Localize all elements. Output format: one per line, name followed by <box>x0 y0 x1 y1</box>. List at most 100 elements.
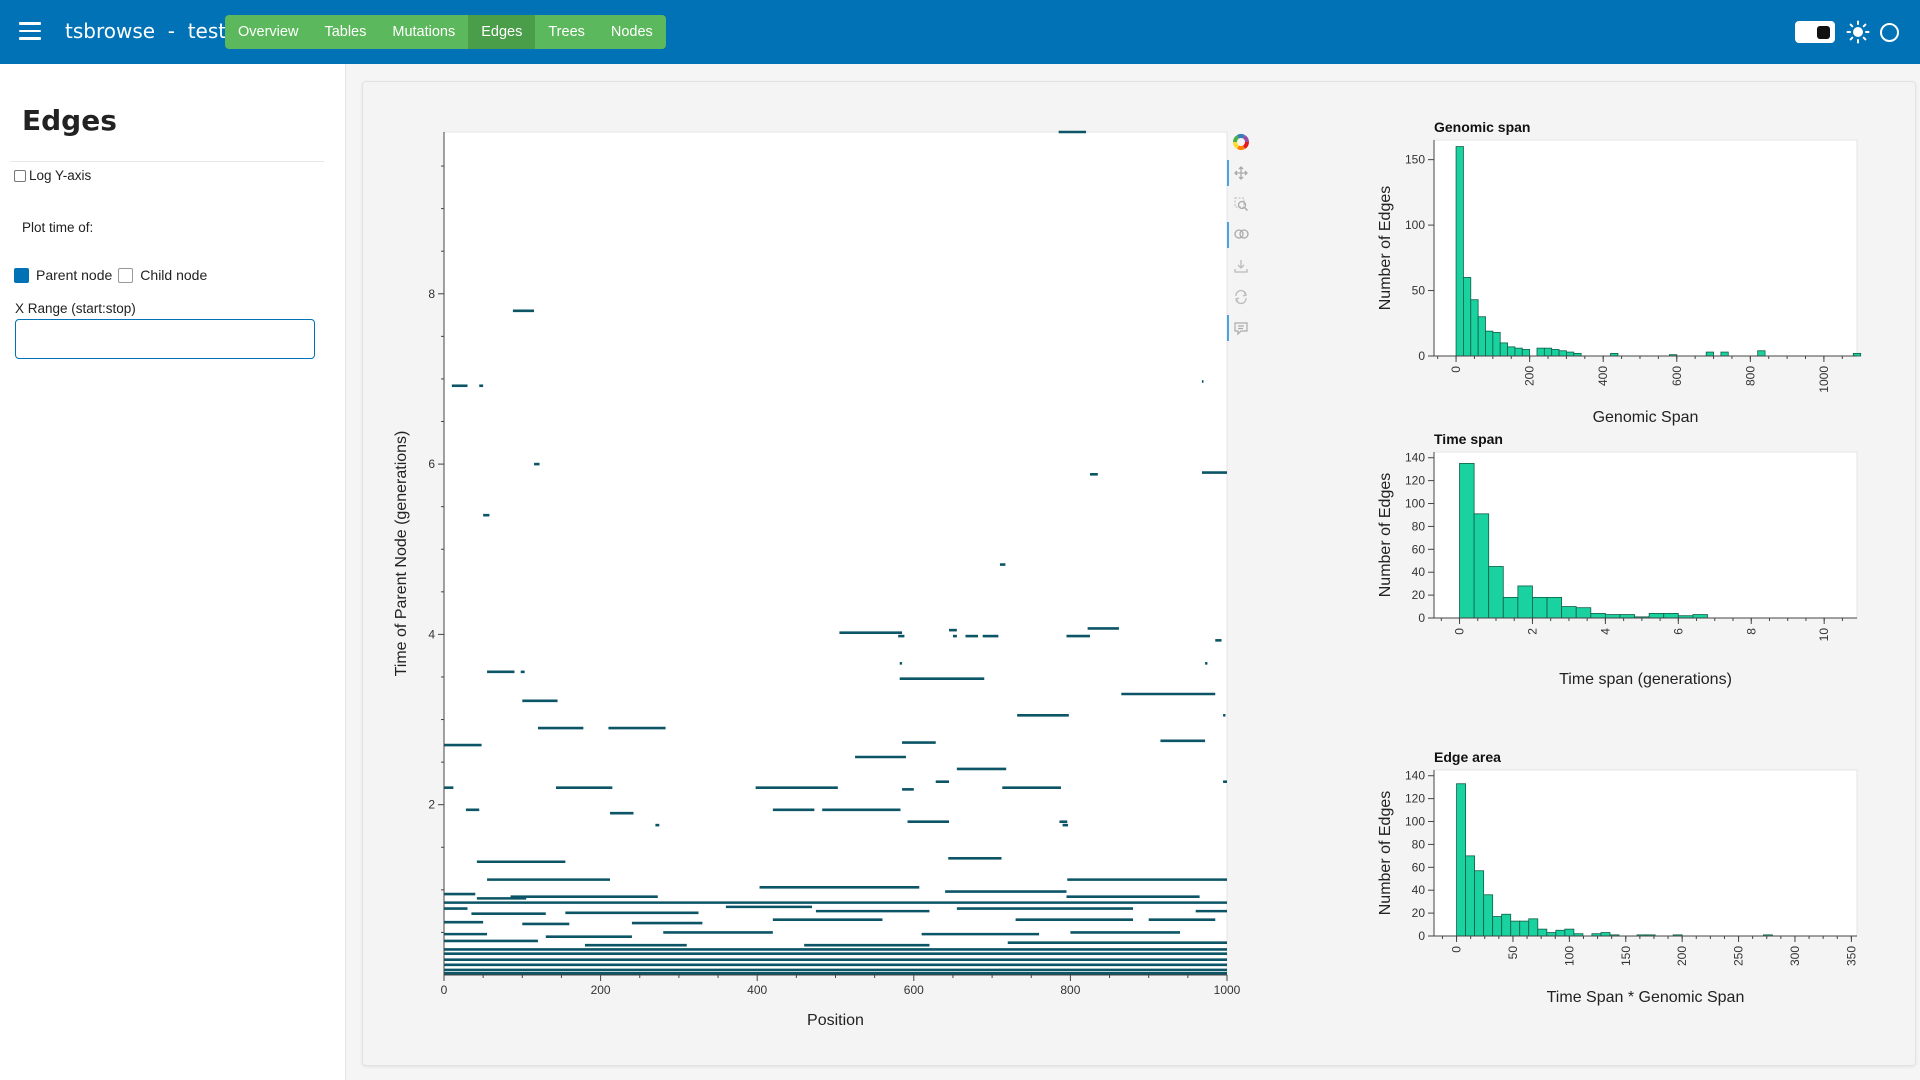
edge-area-hist-bar <box>1483 894 1494 937</box>
child-node-checkbox[interactable] <box>118 267 134 283</box>
bokeh-logo-icon[interactable] <box>1237 134 1245 139</box>
edge-area-hist-y-tick-label: 20 <box>1412 906 1426 920</box>
time-span-hist-plot-area[interactable] <box>1433 451 1858 619</box>
y-axis-label: Time of Parent Node (generations) <box>393 431 410 677</box>
genomic-span-hist-bar <box>1492 332 1501 357</box>
edge-area-hist-y-tick-label: 40 <box>1412 883 1426 897</box>
hover-icon[interactable] <box>1234 322 1248 336</box>
time-span-hist-bar <box>1648 613 1665 619</box>
plot-toolbar <box>1227 134 1249 341</box>
bokeh-logo-icon[interactable] <box>1243 142 1249 149</box>
tab-overview[interactable]: Overview <box>238 24 299 40</box>
edge-area-hist-bar <box>1528 918 1539 937</box>
time-span-hist-title: Time span <box>1434 431 1503 447</box>
x-range-label: X Range (start:stop) <box>15 301 136 316</box>
nav-tabs: Overview Tables Mutations Edges Trees No… <box>225 15 666 49</box>
log-y-checkbox[interactable] <box>14 169 26 182</box>
menu-icon[interactable] <box>19 22 41 40</box>
genomic-span-hist-y-tick-label: 50 <box>1412 284 1426 298</box>
edge-area-hist-bar <box>1519 920 1530 937</box>
time-span-hist-bar <box>1488 566 1504 619</box>
edge-area-hist-x-tick-label: 100 <box>1562 946 1576 966</box>
pan-glyph <box>1234 166 1248 180</box>
pan-icon[interactable] <box>1234 166 1248 180</box>
edge-area-hist-x-tick-label: 50 <box>1506 946 1520 960</box>
genomic-span-hist-x-tick-label: 1000 <box>1817 366 1831 393</box>
genomic-span-hist-bar <box>1477 316 1486 357</box>
time-span-hist-x-tick-label: 4 <box>1598 628 1612 635</box>
time-span-hist-x-tick-label: 6 <box>1671 628 1685 635</box>
genomic-span-hist-plot-area[interactable] <box>1433 139 1858 357</box>
time-span-hist-x-tick-label: 2 <box>1525 628 1539 635</box>
time-span-hist-bar <box>1517 585 1533 619</box>
edge-area-hist-x-axis-label: Time Span * Genomic Span <box>1547 989 1745 1006</box>
genomic-span-hist-bar <box>1543 347 1553 357</box>
edges-plot-area[interactable] <box>443 131 1228 976</box>
edge-area-hist-x-tick-label: 200 <box>1675 946 1689 966</box>
tab-nodes[interactable]: Nodes <box>610 24 653 40</box>
genomic-span-hist-y-tick-label: 0 <box>1418 349 1425 363</box>
edge-area-hist-y-tick-label: 140 <box>1405 769 1425 783</box>
genomic-span-hist-bar <box>1463 277 1472 357</box>
bokeh-logo-icon[interactable] <box>1237 145 1245 150</box>
theme-toggle[interactable] <box>1795 21 1835 43</box>
wheel-zoom-icon[interactable] <box>1234 229 1249 239</box>
genomic-span-hist-title: Genomic span <box>1434 119 1530 135</box>
edge-area-hist-bar <box>1501 913 1512 937</box>
x-axis-label: Position <box>807 1012 864 1029</box>
y-tick-label: 6 <box>428 457 435 471</box>
save-icon[interactable] <box>1234 260 1248 273</box>
time-span-hist-x-tick-label: 8 <box>1744 628 1758 635</box>
genomic-span-hist-x-tick-label: 0 <box>1449 366 1463 373</box>
genomic-span-hist-bar <box>1521 349 1531 357</box>
parent-node-checkbox[interactable] <box>14 267 29 283</box>
tab-mutations[interactable]: Mutations <box>392 24 456 40</box>
time-span-hist-x-tick-label: 0 <box>1453 628 1467 635</box>
circle-icon[interactable] <box>1880 23 1899 42</box>
node-toggle-group: Parent node Child node <box>14 267 207 283</box>
edge-area-hist-y-tick-label: 60 <box>1412 860 1426 874</box>
x-tick-label: 400 <box>747 983 767 997</box>
bokeh-logo-icon[interactable] <box>1233 135 1239 142</box>
x-tick-label: 1000 <box>1214 983 1241 997</box>
lens-handle <box>1243 206 1249 212</box>
app-title: tsbrowse - test <box>65 19 227 43</box>
time-span-hist-bar <box>1575 607 1592 619</box>
edge-area-hist-bar <box>1537 928 1548 937</box>
hover-glyph <box>1234 322 1248 336</box>
time-span-hist-y-tick-label: 0 <box>1418 611 1425 625</box>
x-tick-label: 800 <box>1060 983 1080 997</box>
plots-card: 0 200 400 600 800 1000 2 4 6 8 Position Time of Par… <box>362 81 1916 1066</box>
genomic-span-hist-bar <box>1455 146 1464 357</box>
time-span-hist-bar <box>1692 614 1708 619</box>
tab-edges[interactable]: Edges <box>468 15 536 49</box>
time-span-hist-bar <box>1663 613 1679 619</box>
x-range-input[interactable] <box>15 319 315 359</box>
save-glyph <box>1234 260 1248 273</box>
time-span-hist-y-tick-label: 100 <box>1405 497 1425 511</box>
time-span-hist-y-axis-label: Number of Edges <box>1377 473 1394 598</box>
genomic-span-hist-bar <box>1757 350 1766 357</box>
divider <box>10 161 324 162</box>
reset-icon[interactable] <box>1234 289 1248 305</box>
time-span-hist-bar <box>1619 614 1635 619</box>
log-y-axis-option[interactable]: Log Y-axis <box>14 168 91 183</box>
edge-area-hist-x-tick-label: 350 <box>1844 946 1858 966</box>
genomic-span-hist-x-tick-label: 800 <box>1743 366 1757 386</box>
bokeh-logo-icon[interactable] <box>1233 142 1239 149</box>
bokeh-logo-icon[interactable] <box>1243 135 1249 142</box>
edge-area-hist-x-tick-label: 150 <box>1619 946 1633 966</box>
sun-icon[interactable] <box>1846 20 1870 44</box>
edge-area-hist-y-axis-label: Number of Edges <box>1377 791 1394 916</box>
time-span-hist-y-tick-label: 60 <box>1412 542 1426 556</box>
top-navbar: tsbrowse - test Overview Tables Mutation… <box>0 0 1920 64</box>
time-span-hist-bar <box>1502 596 1519 619</box>
edge-area-hist-bar <box>1555 929 1566 937</box>
tab-tables[interactable]: Tables <box>324 24 367 40</box>
edge-area-hist-plot-area[interactable] <box>1433 769 1858 937</box>
box-zoom-icon[interactable] <box>1234 197 1249 212</box>
tab-trees[interactable]: Trees <box>548 24 585 40</box>
genomic-span-hist-bar <box>1514 347 1523 357</box>
genomic-span-hist-y-tick-label: 100 <box>1405 218 1425 232</box>
